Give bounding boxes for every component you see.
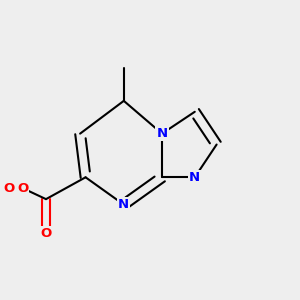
Text: O: O: [17, 182, 28, 195]
Text: N: N: [189, 171, 200, 184]
Text: O: O: [4, 182, 15, 195]
Text: N: N: [157, 127, 168, 140]
Text: O: O: [40, 227, 52, 240]
Text: N: N: [118, 198, 129, 211]
